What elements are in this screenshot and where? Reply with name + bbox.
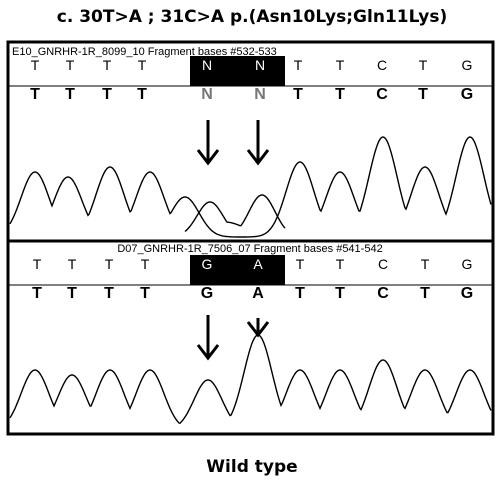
- base: T: [103, 57, 112, 73]
- base: T: [141, 256, 150, 272]
- base: T: [66, 57, 75, 73]
- base-call: N: [201, 86, 213, 103]
- base: N: [202, 57, 212, 73]
- base: T: [31, 57, 40, 73]
- base-call: T: [420, 285, 430, 302]
- base-call: T: [293, 86, 303, 103]
- base: G: [462, 57, 473, 73]
- base-call: T: [102, 86, 112, 103]
- base-call: G: [461, 86, 473, 103]
- panel-header: D07_GNRHR-1R_7506_07 Fragment bases #541…: [117, 243, 382, 255]
- base-call: T: [295, 285, 305, 302]
- base: C: [378, 256, 388, 272]
- base-call: T: [67, 285, 77, 302]
- base-call: T: [65, 86, 75, 103]
- base-call: C: [376, 86, 388, 103]
- base: T: [294, 57, 303, 73]
- base-call: C: [377, 285, 389, 302]
- figure: c. 30T>A ; 31C>A p.(Asn10Lys;Gln11Lys) E…: [0, 0, 497, 482]
- base-call: G: [461, 285, 473, 302]
- base: T: [33, 256, 42, 272]
- arrows: [198, 120, 268, 358]
- base-call: G: [201, 285, 213, 302]
- title: c. 30T>A ; 31C>A p.(Asn10Lys;Gln11Lys): [57, 7, 448, 27]
- base: T: [419, 57, 428, 73]
- base: T: [336, 57, 345, 73]
- base: T: [336, 256, 345, 272]
- base: N: [255, 57, 265, 73]
- caption: Wild type: [206, 457, 297, 477]
- base: G: [462, 256, 473, 272]
- base-call: A: [252, 285, 264, 302]
- base: T: [138, 57, 147, 73]
- base: A: [253, 256, 263, 272]
- base: G: [202, 256, 213, 272]
- base-call: T: [104, 285, 114, 302]
- base-call: T: [32, 285, 42, 302]
- base-call: T: [30, 86, 40, 103]
- base: T: [105, 256, 114, 272]
- base: T: [68, 256, 77, 272]
- base-call: T: [137, 86, 147, 103]
- base-call: T: [335, 285, 345, 302]
- base-call: T: [335, 86, 345, 103]
- base-call: N: [254, 86, 266, 103]
- base: T: [421, 256, 430, 272]
- base: T: [296, 256, 305, 272]
- trace: [10, 335, 491, 423]
- base: C: [377, 57, 387, 73]
- base-call: T: [140, 285, 150, 302]
- base-call: T: [418, 86, 428, 103]
